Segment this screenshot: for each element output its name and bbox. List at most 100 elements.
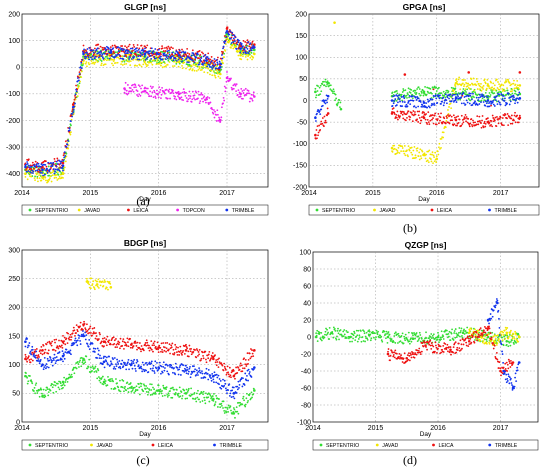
data-point bbox=[237, 412, 240, 415]
data-point bbox=[431, 86, 434, 89]
data-point bbox=[180, 391, 183, 393]
data-point bbox=[94, 347, 97, 350]
data-layer bbox=[314, 21, 522, 165]
data-point bbox=[140, 365, 142, 368]
data-point bbox=[158, 392, 161, 395]
data-point bbox=[449, 114, 451, 117]
data-point bbox=[26, 360, 29, 363]
data-point bbox=[104, 355, 107, 358]
data-point bbox=[51, 340, 54, 343]
data-point bbox=[54, 362, 57, 365]
data-point bbox=[454, 336, 457, 339]
data-point bbox=[518, 84, 521, 87]
data-point bbox=[136, 58, 139, 61]
data-point bbox=[40, 163, 43, 166]
data-point bbox=[115, 365, 118, 368]
data-point bbox=[121, 45, 124, 47]
data-point bbox=[405, 103, 408, 106]
data-point bbox=[62, 360, 64, 363]
data-point bbox=[429, 119, 432, 122]
data-point bbox=[422, 94, 425, 97]
data-point bbox=[457, 95, 459, 98]
data-point bbox=[242, 377, 244, 380]
data-point bbox=[85, 355, 88, 358]
data-point bbox=[248, 371, 251, 373]
data-point bbox=[403, 337, 406, 340]
data-point bbox=[95, 48, 98, 51]
legend-marker bbox=[225, 208, 229, 212]
data-point bbox=[498, 88, 501, 91]
data-point bbox=[165, 386, 168, 389]
data-point bbox=[155, 63, 158, 66]
data-point bbox=[151, 91, 154, 94]
data-point bbox=[393, 94, 396, 97]
data-point bbox=[148, 349, 151, 352]
data-point bbox=[153, 91, 156, 94]
data-point bbox=[412, 110, 415, 112]
data-point bbox=[62, 352, 65, 355]
data-point bbox=[222, 47, 224, 50]
data-point bbox=[208, 63, 211, 66]
data-point bbox=[363, 332, 366, 335]
y-tick-label: 50 bbox=[299, 76, 307, 83]
data-point bbox=[498, 338, 500, 340]
data-point bbox=[245, 46, 248, 49]
data-point bbox=[219, 119, 222, 121]
data-point bbox=[75, 88, 77, 91]
data-point bbox=[135, 361, 138, 364]
data-point bbox=[242, 39, 245, 42]
data-point bbox=[108, 57, 111, 60]
data-point bbox=[415, 106, 417, 109]
data-point bbox=[59, 162, 62, 165]
data-point bbox=[496, 100, 498, 103]
data-point bbox=[177, 60, 181, 64]
data-point bbox=[418, 110, 421, 113]
legend-label: SEPTENTRIO bbox=[322, 208, 355, 214]
y-tick-label: 200 bbox=[8, 305, 20, 312]
data-point bbox=[416, 110, 419, 113]
data-point bbox=[408, 149, 411, 152]
data-point bbox=[66, 143, 69, 146]
data-point bbox=[392, 95, 395, 98]
data-point bbox=[223, 384, 226, 387]
data-point bbox=[398, 352, 401, 355]
data-point bbox=[503, 335, 506, 338]
data-point bbox=[195, 91, 198, 94]
data-point bbox=[64, 381, 67, 383]
data-point bbox=[462, 79, 465, 82]
data-point bbox=[228, 394, 231, 397]
data-point bbox=[42, 368, 45, 371]
data-point bbox=[317, 134, 319, 137]
data-point bbox=[445, 102, 448, 105]
data-point bbox=[496, 116, 498, 118]
data-point bbox=[404, 154, 407, 157]
y-tick-label: 200 bbox=[295, 11, 307, 18]
data-point bbox=[440, 102, 442, 105]
data-point bbox=[35, 350, 38, 353]
data-point bbox=[226, 392, 228, 395]
data-point bbox=[84, 57, 87, 60]
data-point bbox=[169, 48, 171, 51]
data-point bbox=[118, 53, 121, 56]
data-point bbox=[82, 333, 85, 336]
legend-marker bbox=[126, 208, 130, 212]
data-point bbox=[178, 368, 181, 371]
data-point bbox=[34, 179, 36, 182]
data-point bbox=[83, 320, 85, 323]
data-point bbox=[133, 364, 136, 367]
data-point bbox=[502, 344, 505, 347]
data-point bbox=[450, 332, 453, 335]
data-point bbox=[435, 86, 438, 89]
data-point bbox=[205, 367, 208, 370]
legend-marker bbox=[151, 443, 155, 447]
data-point bbox=[134, 50, 137, 53]
data-point bbox=[103, 337, 106, 339]
data-point bbox=[125, 344, 128, 347]
data-point bbox=[75, 367, 78, 370]
data-point bbox=[406, 105, 409, 108]
data-point bbox=[97, 349, 100, 352]
data-point bbox=[434, 112, 437, 115]
data-point bbox=[426, 118, 429, 121]
data-point bbox=[459, 88, 462, 91]
data-point bbox=[393, 356, 396, 359]
